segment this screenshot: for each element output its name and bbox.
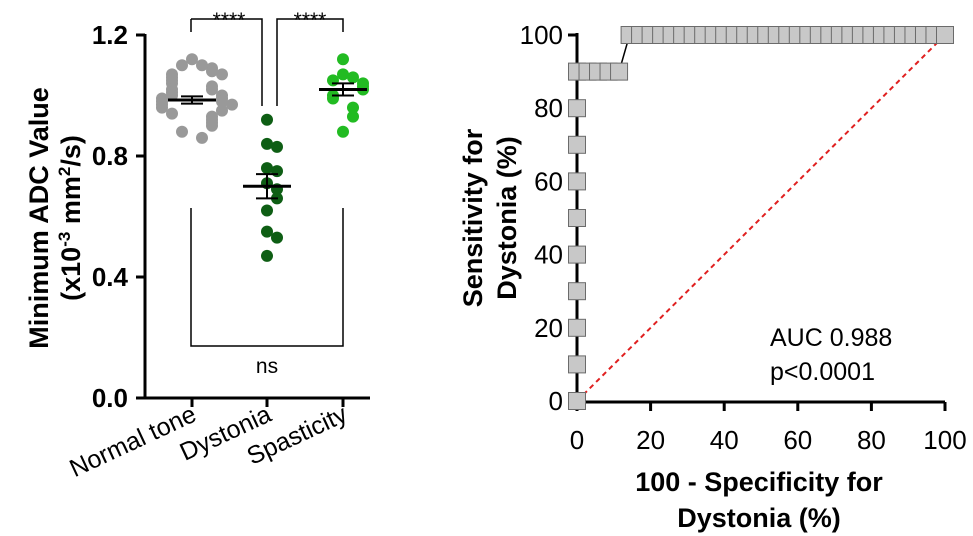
adc-dot-plot: Minimum ADC Value (x10-3 mm2/s) 0.00.40.… bbox=[24, 9, 370, 483]
data-point-dystonia bbox=[271, 140, 283, 153]
roc-point-marker bbox=[936, 26, 954, 44]
roc-markers bbox=[568, 26, 954, 410]
roc-point-marker bbox=[568, 172, 586, 191]
roc-y-tick-label: 60 bbox=[534, 166, 563, 196]
data-point-spasticity bbox=[347, 110, 359, 123]
roc-x-tick-label: 40 bbox=[710, 425, 739, 455]
data-point-normal-tone bbox=[176, 59, 188, 72]
roc-x-tick-label: 80 bbox=[857, 425, 886, 455]
data-point-normal-tone bbox=[186, 53, 198, 66]
roc-y-tick-label: 100 bbox=[520, 20, 563, 50]
sig-label-dystonia-spasticity: **** bbox=[294, 9, 327, 32]
y-tick-label: 0.8 bbox=[92, 141, 128, 171]
roc-x-tick-label: 0 bbox=[570, 425, 584, 455]
roc-point-marker bbox=[568, 209, 586, 227]
data-point-normal-tone bbox=[196, 131, 208, 144]
roc-curve-plot: Sensitivity for Dystonia (%) 100 - Speci… bbox=[458, 20, 967, 533]
data-point-dystonia bbox=[271, 231, 283, 244]
roc-x-axis-title-line1: 100 - Specificity for bbox=[635, 467, 883, 497]
roc-point-marker bbox=[568, 99, 586, 118]
roc-y-axis-title-line1: Sensitivity for bbox=[458, 128, 488, 307]
roc-point-marker bbox=[610, 62, 629, 81]
y-tick-label: 0.0 bbox=[92, 383, 128, 413]
data-point-dystonia bbox=[261, 162, 273, 175]
roc-point-marker bbox=[568, 392, 586, 410]
roc-point-marker bbox=[568, 318, 586, 337]
data-point-spasticity bbox=[347, 101, 359, 114]
roc-x-axis-title-line2: Dystonia (%) bbox=[677, 503, 841, 533]
roc-x-ticks: 0 20 40 60 80 100 bbox=[570, 402, 967, 455]
y-axis-title-line2: (x10-3 mm2/s) bbox=[55, 135, 86, 301]
sig-bracket-normal-dystonia bbox=[190, 18, 263, 106]
roc-y-tick-label: 40 bbox=[534, 240, 563, 270]
data-point-normal-tone bbox=[216, 95, 228, 108]
roc-y-ticks: 0 20 40 60 80 100 bbox=[520, 20, 577, 416]
p-value-label: p<0.0001 bbox=[770, 358, 875, 386]
data-point-dystonia bbox=[261, 249, 273, 262]
roc-y-tick-label: 20 bbox=[534, 313, 563, 343]
roc-point-marker bbox=[568, 282, 586, 301]
sig-label-normal-dystonia: **** bbox=[213, 9, 246, 32]
data-point-normal-tone bbox=[216, 68, 228, 81]
data-point-normal-tone bbox=[216, 104, 228, 117]
roc-point-marker bbox=[568, 355, 586, 374]
roc-point-marker bbox=[568, 245, 586, 264]
data-point-dystonia bbox=[261, 225, 273, 238]
data-point-spasticity bbox=[337, 68, 349, 81]
data-point-normal-tone bbox=[166, 107, 178, 120]
mean-sem-bars bbox=[168, 82, 367, 200]
y-tick-label: 0.4 bbox=[92, 262, 129, 292]
data-point-spasticity bbox=[327, 74, 339, 87]
sig-bracket-dystonia-spasticity bbox=[276, 18, 344, 106]
y-ticks: 0.0 0.4 0.8 1.2 bbox=[92, 20, 145, 413]
roc-x-tick-label: 100 bbox=[923, 425, 966, 455]
data-point-dystonia bbox=[261, 137, 273, 150]
auc-label: AUC 0.988 bbox=[770, 324, 892, 352]
ns-bracket bbox=[190, 208, 344, 347]
roc-y-axis-title-line2: Dystonia (%) bbox=[492, 136, 522, 300]
data-point-normal-tone bbox=[226, 98, 238, 111]
y-tick-label: 1.2 bbox=[92, 20, 128, 50]
data-point-normal-tone bbox=[166, 89, 178, 102]
data-point-spasticity bbox=[327, 92, 339, 105]
data-point-spasticity bbox=[347, 71, 359, 84]
roc-x-tick-label: 60 bbox=[783, 425, 812, 455]
data-point-dystonia bbox=[261, 204, 273, 217]
data-point-spasticity bbox=[337, 53, 349, 66]
data-point-normal-tone bbox=[206, 83, 218, 96]
data-point-dystonia bbox=[271, 165, 283, 178]
y-axis-title-line1: Minimum ADC Value bbox=[24, 87, 54, 349]
data-point-normal-tone bbox=[206, 65, 218, 78]
roc-x-tick-label: 20 bbox=[636, 425, 665, 455]
data-point-spasticity bbox=[337, 125, 349, 138]
roc-y-tick-label: 80 bbox=[534, 93, 563, 123]
data-point-normal-tone bbox=[196, 59, 208, 72]
roc-y-tick-label: 0 bbox=[549, 386, 563, 416]
data-point-dystonia bbox=[261, 113, 273, 126]
data-point-normal-tone bbox=[206, 119, 218, 132]
roc-point-marker bbox=[568, 135, 586, 154]
data-points bbox=[156, 53, 369, 262]
data-point-normal-tone bbox=[176, 125, 188, 138]
data-point-normal-tone bbox=[156, 101, 168, 114]
reference-diagonal-line bbox=[576, 34, 946, 402]
ns-label: ns bbox=[256, 355, 278, 378]
